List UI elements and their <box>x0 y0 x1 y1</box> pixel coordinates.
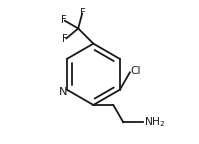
Text: F: F <box>80 8 86 18</box>
Text: NH$_2$: NH$_2$ <box>144 115 166 129</box>
Text: F: F <box>62 34 68 44</box>
Text: N: N <box>59 87 68 97</box>
Text: Cl: Cl <box>131 66 141 76</box>
Text: F: F <box>61 15 67 25</box>
